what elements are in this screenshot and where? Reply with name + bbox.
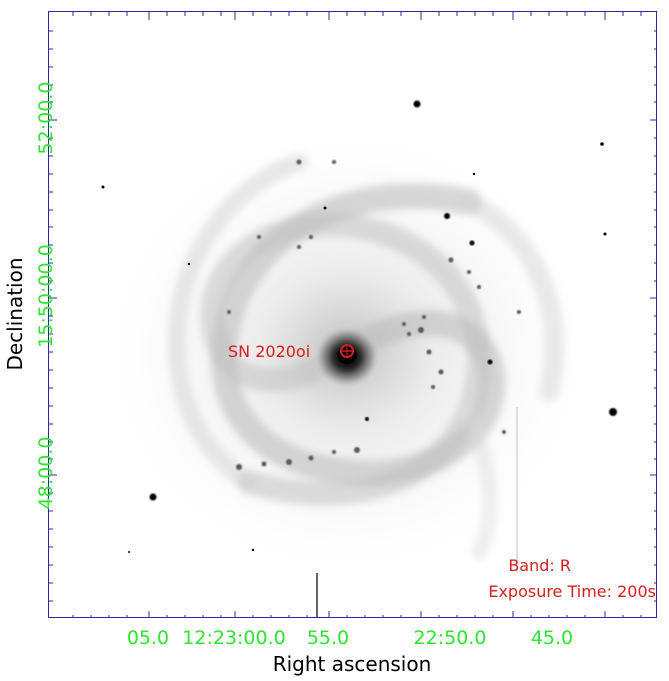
ra-tick-label: 55.0 [306,627,350,649]
field-stars [101,100,617,553]
hii-knots [227,159,521,470]
ra-tick-label: 22:50.0 [413,627,487,649]
image-frame [48,11,657,618]
ra-tick-label: 12:23:00.0 [182,627,286,649]
x-axis-label: Right ascension [272,652,432,676]
spiral-arms [168,153,565,560]
y-axis-label: Declination [3,257,27,371]
dec-ticks [49,30,656,602]
supernova-marker[interactable] [340,344,354,358]
band-label: Band: R [508,556,571,575]
ra-tick-label: 05.0 [126,627,170,649]
galaxy-image [49,12,656,617]
supernova-label: SN 2020oi [228,342,311,361]
dec-tick-label: 15:50:00.0 [35,244,57,348]
sensor-artifacts [316,407,518,617]
exposure-time-label: Exposure Time: 200s [488,582,656,601]
dec-tick-label: 52:00.0 [35,81,57,155]
dec-tick-label: 48:00.0 [35,436,57,510]
ra-tick-label: 45.0 [530,627,574,649]
ra-ticks [72,12,642,617]
